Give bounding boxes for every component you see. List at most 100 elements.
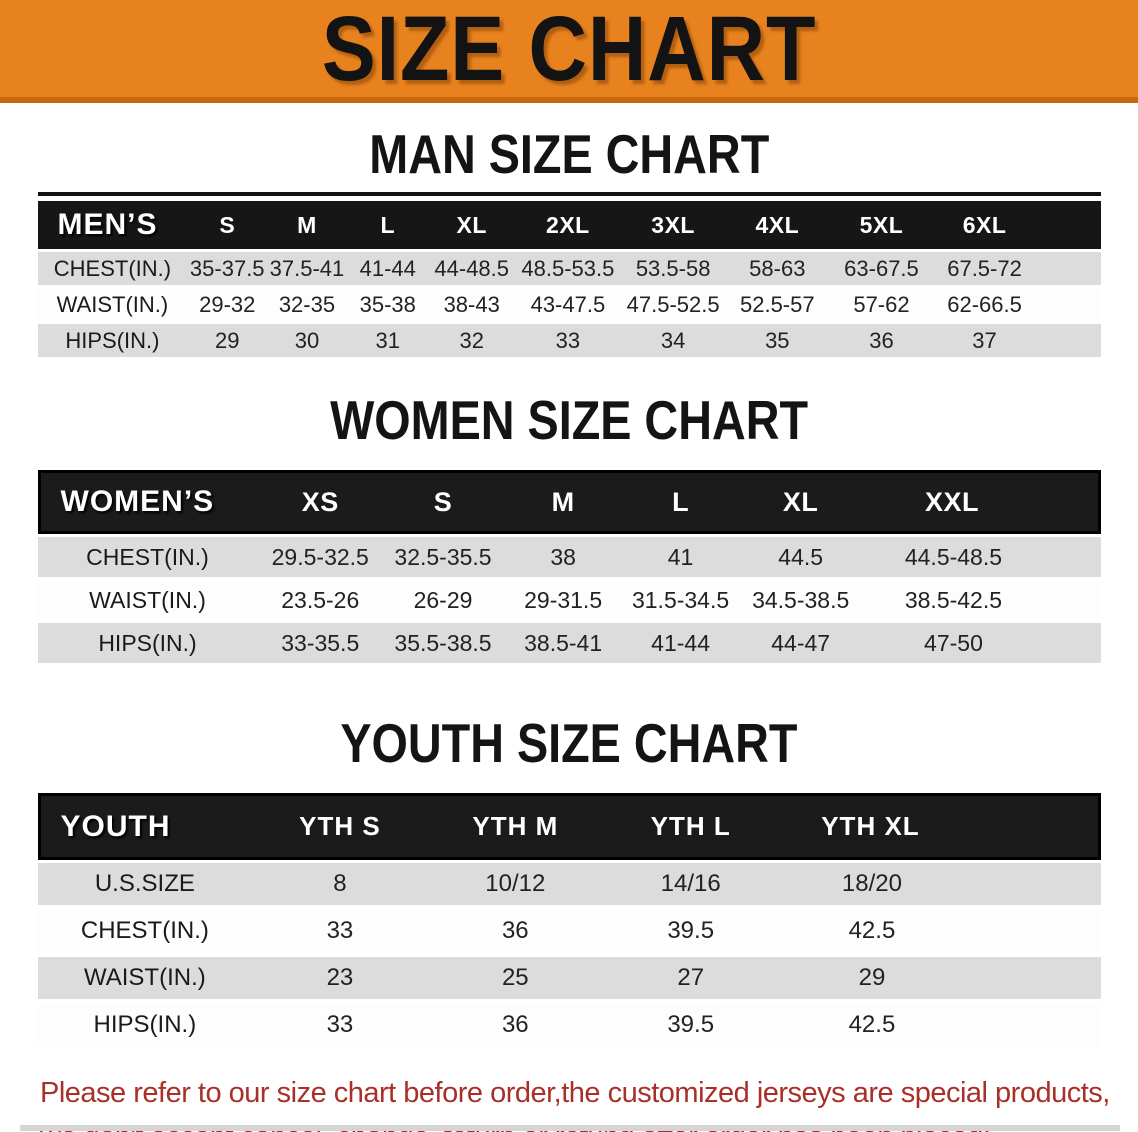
size-value-cell: 62-66.5 [933, 288, 1101, 324]
size-value-cell: 29 [187, 324, 268, 360]
row-label: CHEST(IN.) [37, 534, 258, 580]
size-value-cell: 38 [503, 534, 624, 580]
size-value-cell: 29-32 [187, 288, 268, 324]
size-value-cell: 33 [252, 1004, 428, 1051]
table-row: CHEST(IN.) 33 36 39.5 42.5 [37, 910, 1101, 957]
row-label: WAIST(IN.) [37, 957, 253, 1004]
size-value-cell: 36 [427, 910, 603, 957]
size-column-header: YTH L [603, 793, 779, 860]
youth-table-wrap: YOUTH YTH S YTH M YTH L YTH XL U.S.SIZE 8 10/… [37, 793, 1101, 1051]
row-label: CHEST(IN.) [37, 252, 188, 288]
size-value-cell: 29.5-32.5 [257, 534, 383, 580]
row-label: HIPS(IN.) [37, 1004, 253, 1051]
size-value-cell: 29 [778, 957, 1101, 1004]
size-column-header: 3XL [621, 201, 726, 252]
row-label: U.S.SIZE [37, 860, 253, 910]
size-column-header: YTH XL [778, 793, 1101, 860]
banner-title: SIZE CHART [321, 0, 817, 100]
size-value-cell: 32.5-35.5 [382, 534, 504, 580]
size-value-cell: 31 [346, 324, 429, 360]
size-value-cell: 42.5 [778, 910, 1101, 957]
size-column-header: 2XL [514, 201, 622, 252]
size-value-cell: 33-35.5 [257, 623, 383, 666]
table-row: CHEST(IN.) 29.5-32.5 32.5-35.5 38 41 44.5 44.5… [37, 534, 1101, 580]
size-value-cell: 10/12 [427, 860, 603, 910]
size-value-cell: 38.5-42.5 [863, 580, 1101, 623]
size-value-cell: 41-44 [346, 252, 429, 288]
size-value-cell: 32-35 [267, 288, 347, 324]
size-value-cell: 32 [428, 324, 515, 360]
youth-table-corner-label: YOUTH [37, 793, 253, 860]
size-value-cell: 44.5 [737, 534, 864, 580]
size-value-cell: 33 [252, 910, 428, 957]
table-row: CHEST(IN.) 35-37.5 37.5-41 41-44 44-48.5 48.5… [37, 252, 1101, 288]
size-value-cell: 37.5-41 [267, 252, 347, 288]
men-table-corner-label: MEN’S [37, 201, 188, 252]
men-header-row: MEN’S S M L XL 2XL 3XL 4XL 5XL 6XL [37, 201, 1101, 252]
size-column-header: M [267, 201, 347, 252]
size-column-header: S [187, 201, 268, 252]
women-section-title: WOMEN SIZE CHART [330, 389, 808, 451]
size-value-cell: 57-62 [829, 288, 934, 324]
row-label: CHEST(IN.) [37, 910, 253, 957]
row-label: HIPS(IN.) [37, 324, 188, 360]
size-value-cell: 25 [427, 957, 603, 1004]
table-row: WAIST(IN.) 23.5-26 26-29 29-31.5 31.5-34.5 34… [37, 580, 1101, 623]
size-value-cell: 23.5-26 [257, 580, 383, 623]
size-value-cell: 39.5 [603, 910, 779, 957]
size-value-cell: 26-29 [382, 580, 504, 623]
size-value-cell: 47.5-52.5 [621, 288, 726, 324]
size-value-cell: 67.5-72 [933, 252, 1101, 288]
size-value-cell: 41-44 [623, 623, 738, 666]
size-value-cell: 8 [252, 860, 428, 910]
size-value-cell: 44.5-48.5 [863, 534, 1101, 580]
size-column-header: XS [257, 470, 383, 534]
man-section-title: MAN SIZE CHART [369, 123, 769, 185]
size-value-cell: 41 [623, 534, 738, 580]
size-value-cell: 35-37.5 [187, 252, 268, 288]
size-value-cell: 44-47 [737, 623, 864, 666]
table-row: WAIST(IN.) 29-32 32-35 35-38 38-43 43-47.5 47.… [37, 288, 1101, 324]
size-column-header: 5XL [829, 201, 934, 252]
size-value-cell: 36 [829, 324, 934, 360]
women-size-table: WOMEN’S XS S M L XL XXL CHEST(IN.) 29.5-32.5 32… [37, 470, 1101, 666]
youth-header-row: YOUTH YTH S YTH M YTH L YTH XL [37, 793, 1101, 860]
size-column-header: XL [737, 470, 864, 534]
size-value-cell: 18/20 [778, 860, 1101, 910]
size-value-cell: 34.5-38.5 [737, 580, 864, 623]
bottom-edge-strip [20, 1125, 1120, 1131]
size-value-cell: 48.5-53.5 [514, 252, 622, 288]
table-row: WAIST(IN.) 23 25 27 29 [37, 957, 1101, 1004]
size-value-cell: 37 [933, 324, 1101, 360]
footer-note-line-1: Please refer to our size chart before or… [40, 1077, 1110, 1109]
size-value-cell: 44-48.5 [428, 252, 515, 288]
size-value-cell: 35.5-38.5 [382, 623, 504, 666]
men-table-top-rule [37, 192, 1101, 196]
youth-size-table: YOUTH YTH S YTH M YTH L YTH XL U.S.SIZE 8 10/… [37, 793, 1101, 1051]
size-value-cell: 38.5-41 [503, 623, 624, 666]
size-column-header: L [346, 201, 429, 252]
size-column-header: S [382, 470, 504, 534]
size-value-cell: 43-47.5 [514, 288, 622, 324]
row-label: HIPS(IN.) [37, 623, 258, 666]
size-column-header: YTH M [427, 793, 603, 860]
size-column-header: YTH S [252, 793, 428, 860]
size-column-header: 4XL [725, 201, 830, 252]
size-value-cell: 58-63 [725, 252, 830, 288]
size-value-cell: 42.5 [778, 1004, 1101, 1051]
size-value-cell: 27 [603, 957, 779, 1004]
footer-note: Please refer to our size chart before or… [40, 1071, 1138, 1132]
size-value-cell: 63-67.5 [829, 252, 934, 288]
size-column-header: XL [428, 201, 515, 252]
size-column-header: M [503, 470, 624, 534]
size-value-cell: 14/16 [603, 860, 779, 910]
size-value-cell: 33 [514, 324, 622, 360]
row-label: WAIST(IN.) [37, 580, 258, 623]
size-value-cell: 53.5-58 [621, 252, 726, 288]
size-value-cell: 36 [427, 1004, 603, 1051]
size-value-cell: 35-38 [346, 288, 429, 324]
size-value-cell: 35 [725, 324, 830, 360]
women-header-row: WOMEN’S XS S M L XL XXL [37, 470, 1101, 534]
size-value-cell: 30 [267, 324, 347, 360]
